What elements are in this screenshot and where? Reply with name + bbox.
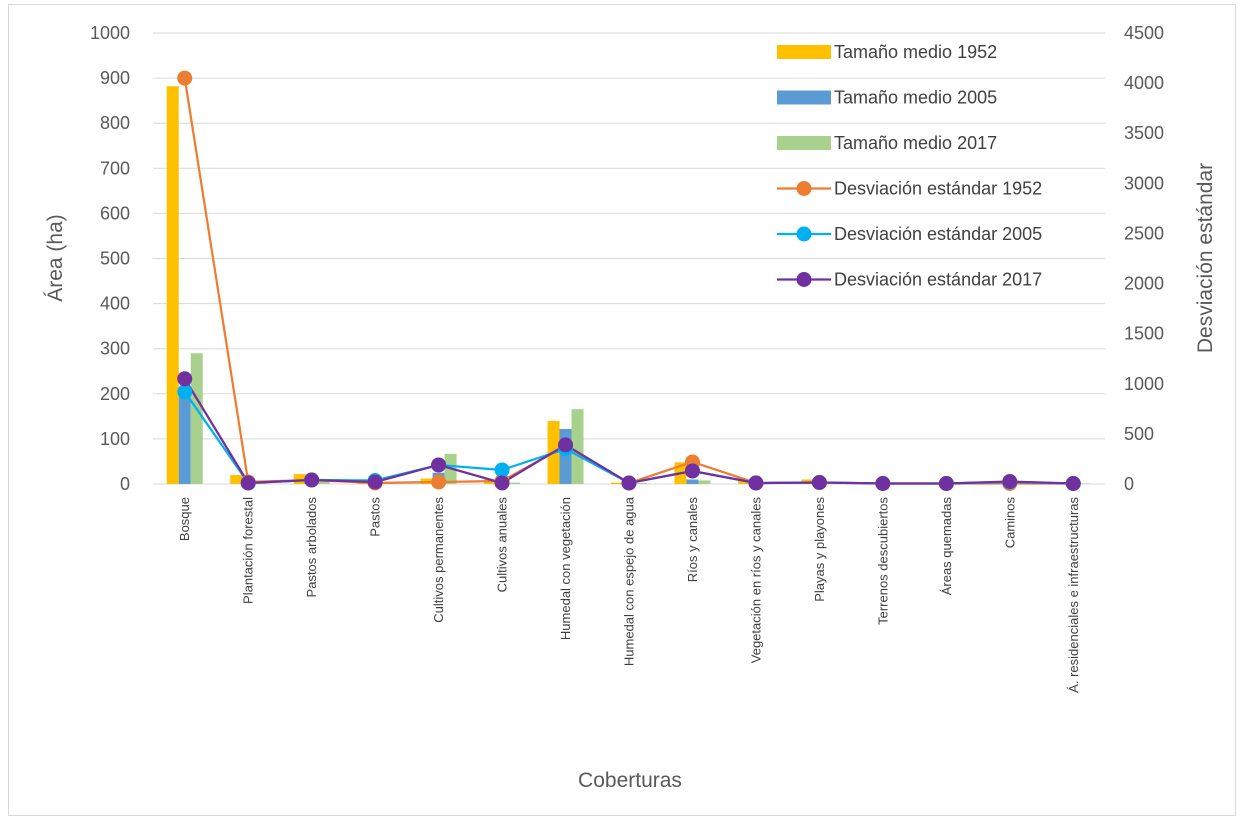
x-tick-label: Vegetación en ríos y canales — [748, 497, 763, 664]
legend-swatch — [777, 90, 831, 105]
category-axis-labels: Bosque Plantación forestal Pastos arbolado… — [177, 496, 1081, 693]
data-point — [1065, 475, 1081, 491]
legend-swatch — [777, 136, 831, 150]
data-point — [684, 463, 700, 479]
legend-label: Tamaño medio 2005 — [834, 88, 997, 108]
y2-tick-label: 500 — [1124, 424, 1154, 444]
y-tick-label: 0 — [120, 474, 130, 494]
bar — [190, 353, 203, 484]
data-point — [431, 474, 447, 490]
data-point — [875, 475, 891, 491]
y2-axis-title: Desviación estándar — [1194, 163, 1217, 353]
left-axis-ticks: 0 100 200 300 400 500 600 700 800 900 1000 — [90, 23, 130, 494]
y-tick-label: 700 — [100, 158, 130, 178]
legend-label: Desviación estándar 2005 — [834, 224, 1042, 244]
legend-label: Tamaño medio 2017 — [834, 133, 997, 153]
x-tick-label: Pastos — [368, 497, 383, 537]
y-axis-title: Área (ha) — [44, 214, 67, 302]
y-tick-label: 1000 — [90, 23, 130, 43]
x-tick-label: Caminos — [1002, 497, 1017, 549]
series-line — [183, 378, 1074, 485]
x-tick-label: Cultivos anuales — [495, 497, 510, 593]
bar — [559, 428, 572, 484]
data-point — [748, 475, 764, 491]
legend-label: Desviación estándar 1952 — [834, 179, 1042, 199]
data-point — [177, 384, 193, 400]
y-tick-label: 100 — [100, 429, 130, 449]
y2-tick-label: 1000 — [1124, 374, 1164, 394]
data-point — [811, 474, 827, 490]
data-point — [367, 474, 383, 490]
y-tick-label: 200 — [100, 384, 130, 404]
x-tick-label: Á. residenciales e infraestructuras — [1066, 497, 1081, 693]
y-tick-label: 500 — [100, 249, 130, 269]
x-tick-label: Áreas quemadas — [939, 497, 954, 596]
bar — [230, 474, 243, 484]
legend-swatch — [777, 45, 831, 59]
legend-marker — [796, 272, 812, 287]
bar — [178, 391, 191, 484]
x-tick-label: Playas y playones — [812, 497, 827, 602]
y2-tick-label: 2500 — [1124, 223, 1164, 243]
data-point — [1002, 473, 1018, 489]
y-tick-label: 900 — [100, 68, 130, 88]
y-tick-label: 400 — [100, 294, 130, 314]
x-tick-label: Humedal con vegetación — [558, 497, 573, 640]
legend-label: Tamaño medio 1952 — [834, 42, 997, 62]
x-tick-label: Terrenos descubiertos — [875, 497, 890, 625]
y-tick-label: 600 — [100, 203, 130, 223]
y2-tick-label: 2000 — [1124, 274, 1164, 294]
bar — [611, 482, 623, 484]
data-point — [177, 70, 193, 86]
bar-series — [166, 86, 1092, 484]
bar — [571, 409, 584, 484]
y2-tick-label: 4000 — [1124, 73, 1164, 93]
x-axis-title: Coberturas — [578, 769, 682, 792]
legend-label: Desviación estándar 2017 — [834, 270, 1042, 290]
right-axis-ticks: 0 500 1000 1500 2000 2500 3000 3500 4000 4500 — [1124, 23, 1164, 494]
bar — [686, 479, 699, 484]
line-series — [177, 70, 1081, 491]
x-tick-label: Ríos y canales — [685, 497, 700, 583]
data-point — [240, 475, 256, 491]
legend-marker — [796, 181, 812, 196]
data-point — [304, 472, 320, 488]
data-point — [494, 462, 510, 478]
x-tick-label: Pastos arbolados — [304, 497, 319, 598]
y2-tick-label: 1500 — [1124, 324, 1164, 344]
y-tick-label: 800 — [100, 113, 130, 133]
bar — [737, 480, 750, 484]
bar — [317, 479, 330, 484]
data-point — [938, 475, 954, 491]
data-point — [494, 475, 510, 491]
y2-tick-label: 3500 — [1124, 123, 1164, 143]
x-tick-label: Cultivos permanentes — [431, 497, 446, 623]
bar — [508, 482, 521, 484]
series-line — [183, 391, 1074, 485]
data-point — [621, 475, 637, 491]
x-tick-label: Bosque — [177, 497, 192, 541]
data-point — [558, 437, 574, 453]
bar — [698, 480, 711, 484]
data-point — [177, 371, 193, 387]
bar — [635, 483, 647, 484]
y2-tick-label: 3000 — [1124, 173, 1164, 193]
legend: Tamaño medio 1952 Tamaño medio 2005 Tamaño… — [777, 42, 1042, 290]
bar — [293, 474, 306, 484]
y-tick-label: 300 — [100, 339, 130, 359]
y2-tick-label: 0 — [1124, 474, 1134, 494]
x-tick-label: Humedal con espejo de agua — [622, 496, 637, 666]
data-point — [431, 457, 447, 473]
legend-marker — [796, 226, 812, 242]
bar — [166, 86, 179, 484]
chart-frame — [8, 4, 1236, 816]
y2-tick-label: 4500 — [1124, 23, 1164, 43]
x-tick-label: Plantación forestal — [241, 497, 256, 604]
